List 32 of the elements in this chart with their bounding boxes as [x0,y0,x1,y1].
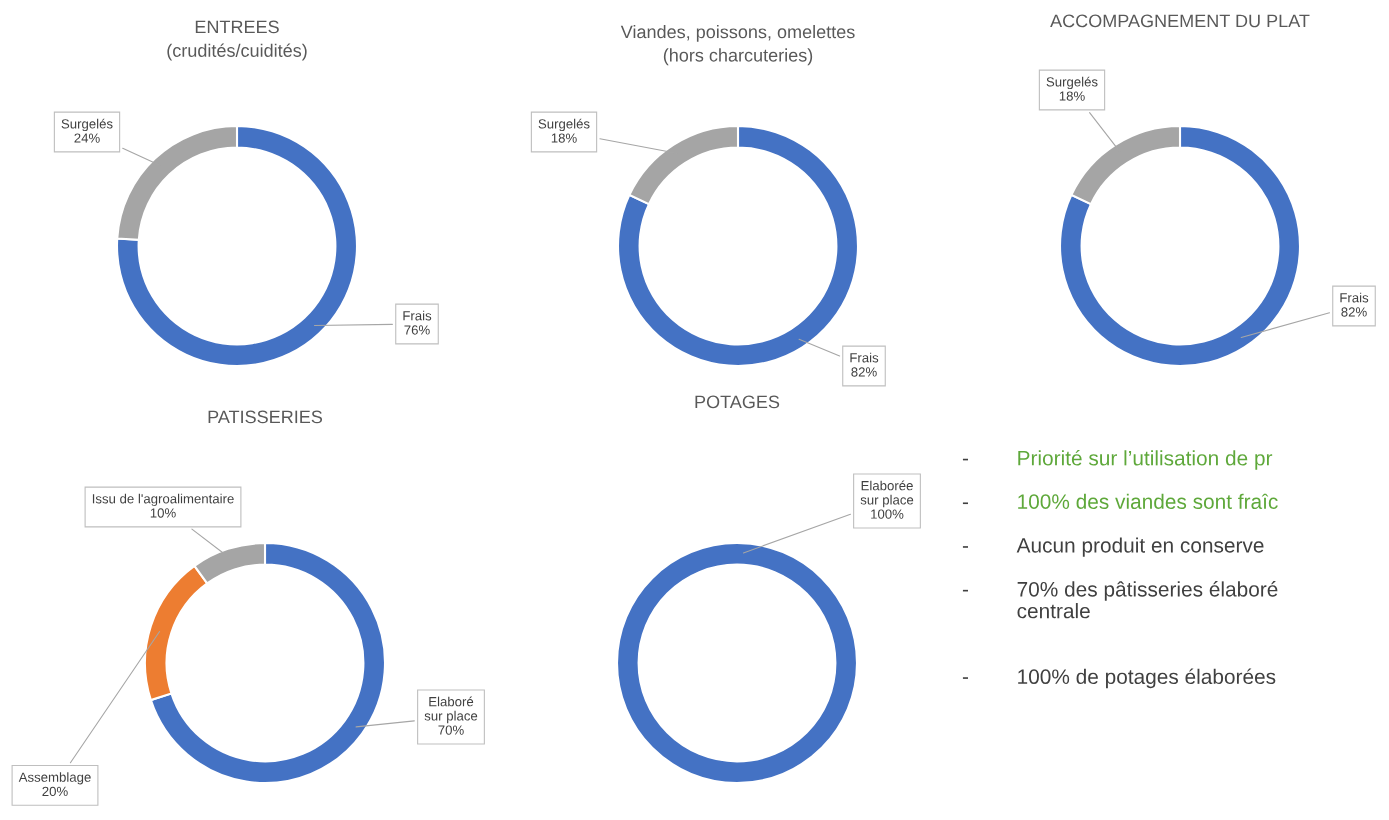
slice-label: Surgelés [61,118,113,132]
chart-title: ENTREES (crudités/cuidités) [167,20,307,61]
slice-label: Surgelés [1046,76,1098,90]
text: - Aucun produit en conserve [962,537,1264,557]
data-label: 18% [1059,91,1085,101]
slice-label: Surgelés [538,118,590,132]
data-label: 24% [74,133,100,143]
data-label: 100% [871,509,904,519]
data-label: 82% [1341,307,1367,317]
data-label: 10% [150,508,176,518]
slice-label: Assemblage [18,772,91,785]
text: - 70% des pâtisseries élaboré centrale [962,581,1278,619]
chart-title: POTAGES [695,395,780,409]
data-label: 18% [551,133,577,143]
text: - 100% de potages élaborées [962,668,1276,689]
slice-label: Issu de l'agroalimentaire [92,493,234,507]
text: - Priorité sur l’utilisation de pr [962,450,1273,470]
data-label: 76% [404,325,430,335]
slice-label: Elaboré sur place [424,696,478,724]
chart-title: ACCOMPAGNEMENT DU PLAT [1050,14,1310,28]
chart-title: PATISSERIES [208,410,323,424]
text: - 100% des viandes sont fraîc [962,493,1278,509]
data-label: 20% [42,786,68,797]
data-label: 70% [438,725,464,735]
donut-slice [1058,124,1302,368]
slice-label: Frais [1340,292,1369,303]
donut-slice [115,124,359,368]
slice-label: Elaborée sur place [860,480,914,508]
chart-title: Viandes, poissons, omelettes (hors charcuteries) [620,25,855,66]
slice-label: Frais [403,310,432,321]
slice-label: Frais [850,352,879,363]
data-label: 82% [851,367,877,377]
